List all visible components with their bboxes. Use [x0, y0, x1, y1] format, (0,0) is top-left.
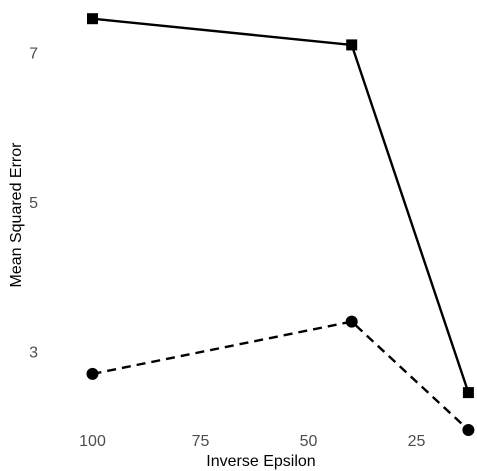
y-axis-ticks: 3 5 7 [29, 45, 38, 361]
y-tick-label-3: 3 [29, 345, 38, 362]
y-axis-title: Mean Squared Error [8, 142, 25, 288]
series-1-line [92, 17, 470, 393]
y-tick-label-5: 5 [29, 195, 38, 212]
x-tick-label-75: 75 [192, 433, 210, 450]
series-2-point-3 [462, 424, 475, 436]
x-axis-title: Inverse Epsilon [206, 453, 315, 470]
x-tick-label-100: 100 [79, 433, 106, 450]
series-1-point-2 [346, 39, 358, 51]
series-2-line [92, 320, 470, 431]
series-2-point-2 [345, 315, 358, 328]
series-1-point-1 [87, 13, 98, 25]
x-tick-label-25: 25 [408, 433, 426, 450]
y-tick-label-7: 7 [29, 45, 38, 62]
x-axis-ticks: 100 75 50 25 [79, 433, 425, 450]
series-2-point-1 [86, 367, 99, 380]
x-tick-label-50: 50 [300, 433, 318, 450]
plot-area [86, 13, 475, 436]
series-1-point-3 [462, 387, 474, 399]
